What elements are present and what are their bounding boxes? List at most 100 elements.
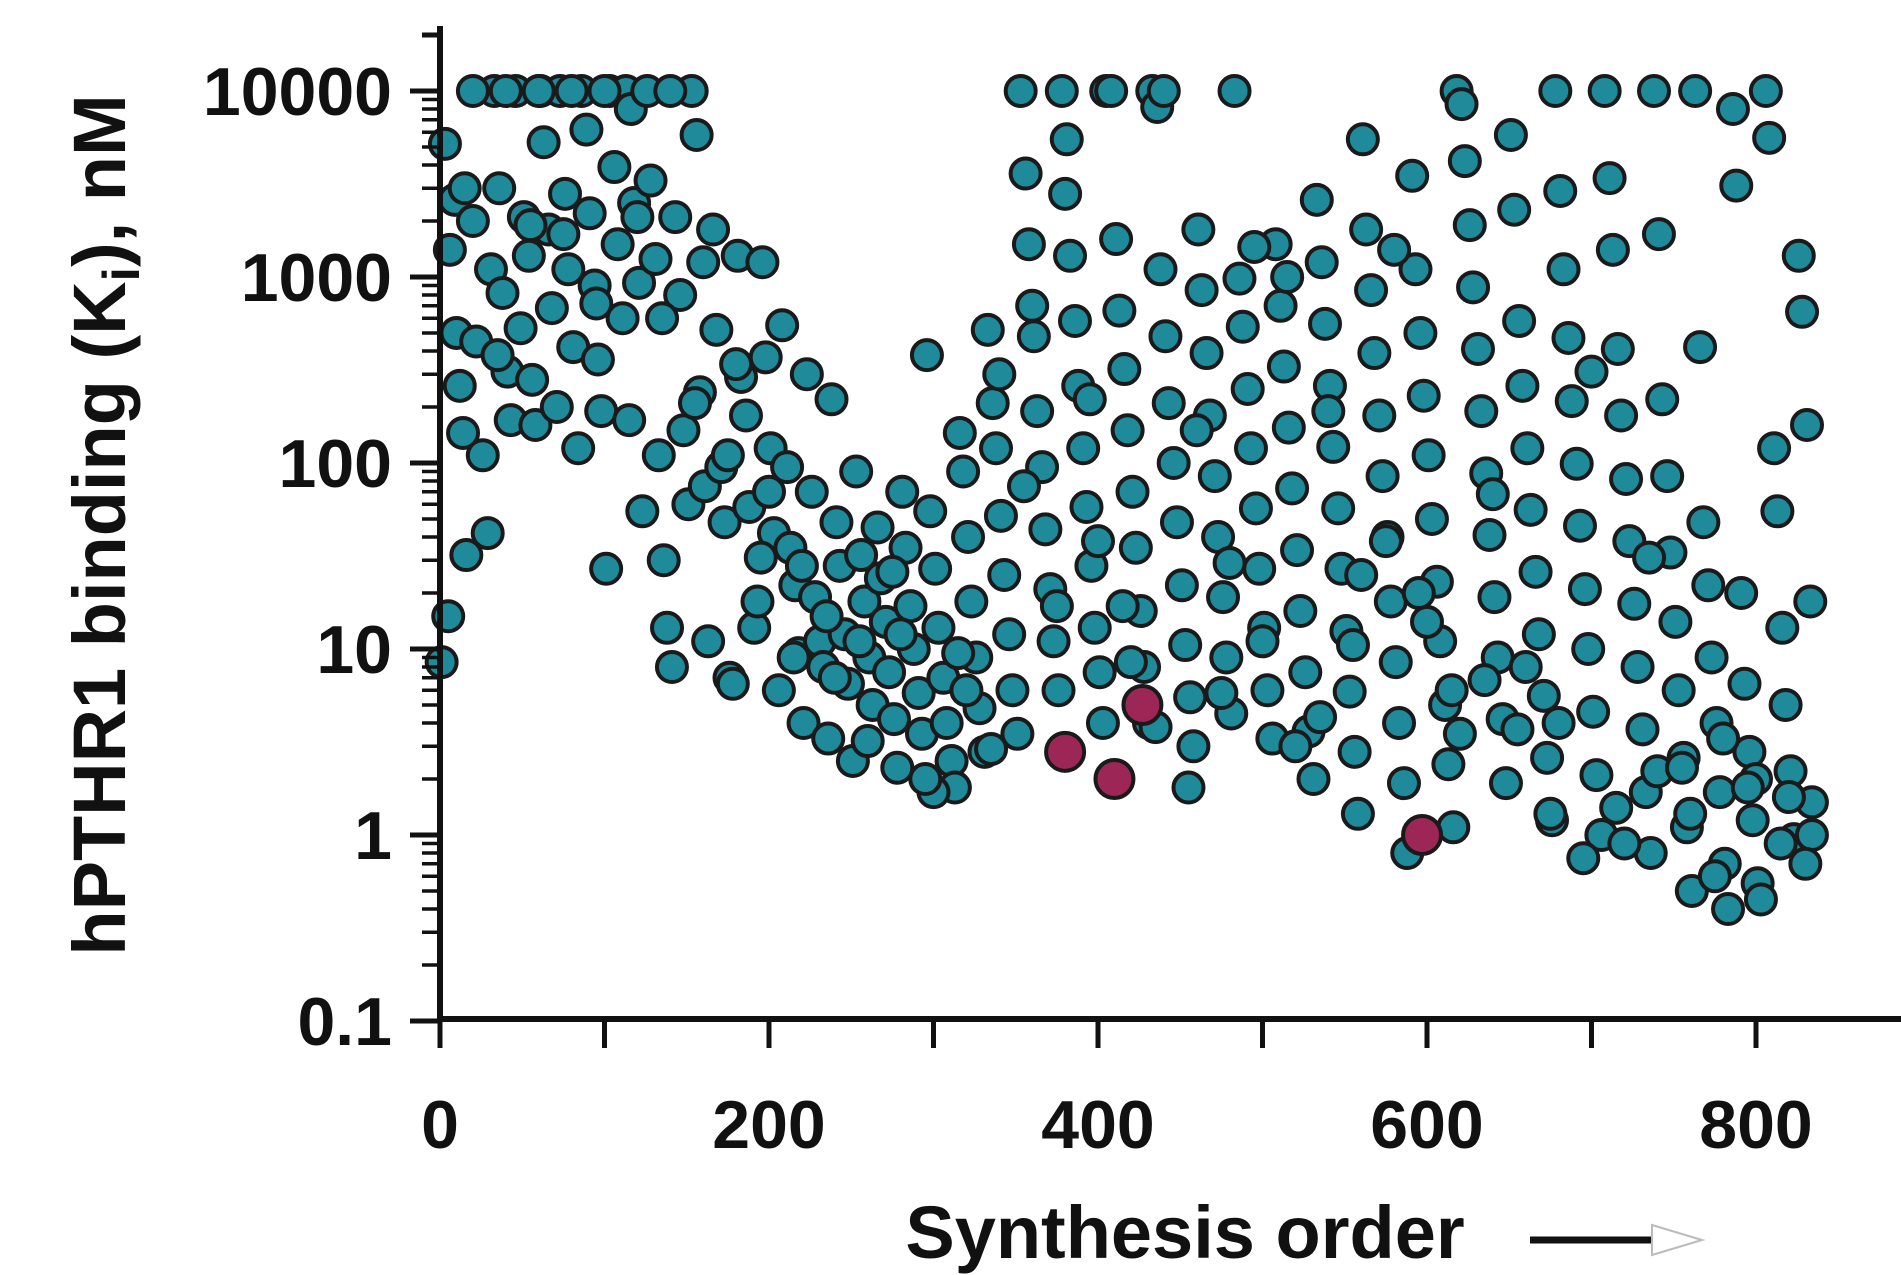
teal-data-point bbox=[794, 474, 829, 509]
teal-data-point bbox=[1118, 530, 1153, 565]
teal-data-point bbox=[1576, 694, 1611, 729]
teal-data-point bbox=[1395, 158, 1430, 193]
teal-data-point bbox=[1345, 122, 1380, 157]
teal-data-point bbox=[817, 660, 852, 695]
teal-data-point bbox=[1308, 306, 1343, 341]
teal-data-point bbox=[1518, 554, 1553, 589]
teal-data-point bbox=[1625, 712, 1660, 747]
teal-data-point bbox=[1789, 408, 1824, 443]
teal-data-point bbox=[1500, 712, 1535, 747]
teal-data-point bbox=[1041, 673, 1076, 708]
teal-data-point bbox=[1072, 382, 1107, 417]
teal-data-point bbox=[974, 731, 1009, 766]
teal-data-point bbox=[1081, 524, 1115, 559]
teal-data-point bbox=[740, 584, 775, 619]
teal-data-point bbox=[1143, 252, 1178, 287]
teal-data-point bbox=[597, 150, 632, 185]
teal-data-point bbox=[1533, 796, 1568, 831]
teal-data-point bbox=[1105, 589, 1140, 624]
teal-data-point bbox=[1020, 394, 1055, 429]
teal-data-point bbox=[1411, 438, 1446, 473]
teal-data-point bbox=[770, 450, 805, 485]
teal-data-point bbox=[1730, 770, 1765, 805]
teal-data-point bbox=[1431, 747, 1466, 782]
x-tick-label: 0 bbox=[421, 1087, 459, 1163]
teal-data-point bbox=[1053, 238, 1088, 273]
teal-data-point bbox=[1748, 74, 1783, 108]
teal-data-point bbox=[748, 340, 783, 375]
teal-data-point bbox=[663, 278, 698, 313]
teal-data-point bbox=[526, 125, 561, 160]
teal-data-point bbox=[1362, 398, 1397, 433]
teal-data-point bbox=[645, 301, 680, 336]
teal-data-point bbox=[1658, 604, 1693, 639]
y-major-ticks bbox=[410, 88, 440, 1024]
teal-data-point bbox=[1727, 666, 1762, 701]
teal-data-point bbox=[814, 382, 849, 417]
teal-data-point bbox=[765, 308, 800, 343]
teal-data-point bbox=[1794, 818, 1829, 852]
teal-data-point bbox=[1209, 640, 1244, 675]
teal-data-point bbox=[1697, 859, 1732, 894]
teal-data-point bbox=[1543, 173, 1578, 208]
teal-data-point bbox=[620, 200, 655, 235]
x-axis-title: Synthesis order bbox=[905, 1191, 1464, 1274]
teal-data-point bbox=[1006, 469, 1041, 504]
y-tick-label: 1 bbox=[354, 798, 392, 874]
teal-data-point bbox=[929, 706, 964, 741]
teal-data-point bbox=[1077, 610, 1112, 645]
y-minor-ticks bbox=[422, 32, 440, 967]
teal-data-point bbox=[1768, 687, 1803, 722]
teal-data-point bbox=[1179, 413, 1214, 448]
teal-data-point bbox=[786, 706, 821, 741]
teal-data-point bbox=[449, 538, 484, 573]
teal-data-point bbox=[1069, 490, 1104, 525]
teal-data-point bbox=[1311, 394, 1346, 429]
teal-data-point bbox=[1467, 663, 1502, 698]
teal-data-point bbox=[913, 494, 948, 529]
teal-data-point bbox=[1632, 540, 1667, 575]
teal-data-point bbox=[1493, 118, 1528, 153]
teal-data-point bbox=[589, 551, 624, 586]
teal-data-point bbox=[885, 474, 920, 509]
teal-data-point bbox=[1604, 398, 1639, 433]
teal-data-point bbox=[1003, 74, 1038, 108]
teal-data-point bbox=[1039, 589, 1074, 624]
teal-data-point bbox=[1785, 294, 1820, 329]
teal-data-point bbox=[1414, 501, 1449, 536]
teal-data-point bbox=[1541, 706, 1576, 741]
teal-data-point bbox=[1266, 349, 1301, 384]
teal-data-point bbox=[1683, 330, 1718, 365]
teal-data-point bbox=[761, 673, 796, 708]
teal-data-point bbox=[715, 666, 750, 701]
teal-data-point bbox=[1263, 288, 1298, 323]
teal-data-point bbox=[1735, 803, 1770, 838]
teal-data-point bbox=[1377, 232, 1412, 267]
y-axis-title-subscript: i bbox=[93, 267, 151, 281]
teal-data-point bbox=[1212, 545, 1247, 580]
teal-data-point bbox=[1475, 477, 1510, 512]
teal-data-point bbox=[789, 357, 824, 392]
teal-data-point bbox=[1567, 572, 1602, 607]
teal-data-point bbox=[1365, 459, 1400, 494]
teal-data-point bbox=[1587, 74, 1622, 108]
teal-data-point bbox=[1444, 87, 1479, 122]
teal-data-point bbox=[839, 454, 874, 489]
teal-data-point bbox=[513, 208, 548, 243]
teal-data-point bbox=[1066, 431, 1101, 466]
x-ticks bbox=[437, 1019, 1759, 1048]
teal-data-point bbox=[745, 245, 780, 280]
teal-data-point bbox=[691, 624, 726, 659]
teal-data-point bbox=[1283, 594, 1318, 629]
teal-data-point bbox=[1763, 826, 1798, 861]
teal-data-point bbox=[470, 516, 505, 551]
teal-data-point bbox=[1497, 192, 1532, 227]
teal-data-point bbox=[1107, 352, 1142, 387]
teal-data-point bbox=[480, 338, 515, 373]
teal-data-point bbox=[1008, 156, 1043, 191]
teal-data-point bbox=[561, 431, 596, 466]
teal-data-point bbox=[1115, 474, 1150, 509]
teal-data-point bbox=[572, 196, 607, 231]
teal-data-point bbox=[1788, 846, 1823, 881]
